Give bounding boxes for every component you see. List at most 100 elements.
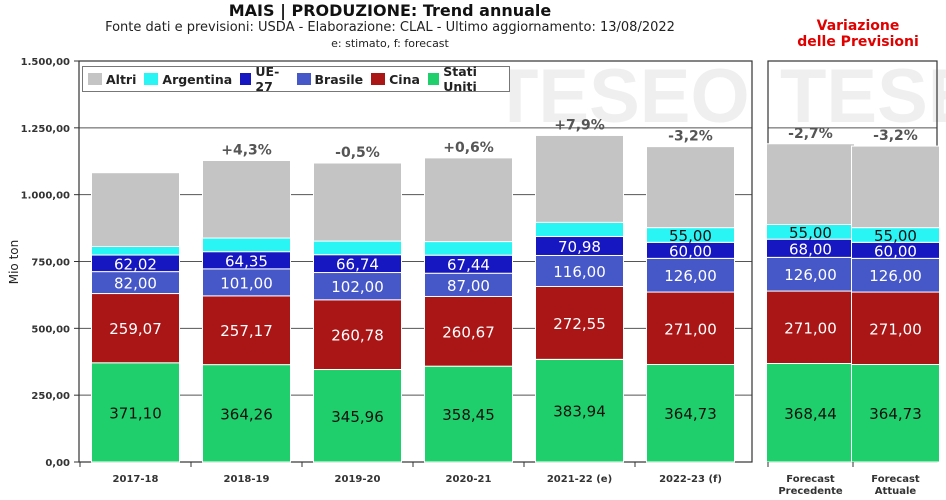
legend-label: Argentina (162, 71, 233, 87)
y-tick-label: 0,00 (45, 458, 70, 469)
legend-swatch (296, 73, 311, 85)
data-label: 383,94 (553, 403, 606, 421)
data-label: 345,96 (331, 408, 384, 426)
data-label: 60,00 (669, 242, 712, 260)
variation-label: -0,5% (335, 145, 380, 161)
legend-item: Argentina (144, 72, 232, 87)
data-label: 82,00 (114, 275, 157, 293)
y-tick-label: 500,00 (31, 324, 70, 335)
bar-segment (91, 245, 180, 256)
x-tick-label: Attuale (875, 486, 917, 497)
bar-segment (851, 291, 940, 365)
data-label: 67,44 (447, 256, 490, 274)
data-label: 260,78 (331, 327, 384, 345)
x-tick-label: Forecast (786, 474, 835, 485)
data-label: 271,00 (664, 320, 717, 338)
y-tick-label: 1.500,00 (21, 57, 70, 68)
bar-segment (313, 272, 402, 301)
legend-item: Cina (371, 72, 420, 87)
data-label: 260,67 (442, 323, 495, 341)
legend-item: Stati Uniti (427, 64, 501, 94)
chart-title: MAIS | PRODUZIONE: Trend annuale (228, 1, 552, 20)
legend-label: Stati Uniti (443, 64, 477, 94)
legend-swatch (88, 73, 102, 85)
data-label: 55,00 (874, 227, 917, 245)
data-label: 64,35 (225, 252, 268, 270)
legend-item: Brasile (296, 71, 364, 87)
bar-segment (202, 160, 291, 239)
bar-segment (91, 172, 180, 247)
y-tick-label: 1.250,00 (21, 124, 70, 135)
x-tick-label: 2019-20 (335, 474, 381, 485)
legend-label: UE-27 (255, 64, 280, 94)
legend-item: Altri (88, 72, 136, 87)
legend-swatch (427, 73, 440, 85)
data-label: 66,74 (336, 256, 379, 274)
bar-segment (766, 143, 855, 225)
data-label: 101,00 (220, 274, 273, 292)
data-label: 55,00 (669, 227, 712, 245)
bar-segment (851, 145, 940, 229)
data-label: 271,00 (869, 320, 922, 338)
variation-label: +7,9% (554, 117, 605, 133)
variation-label: +4,3% (221, 143, 272, 159)
bar-segment (766, 363, 855, 463)
bar-segment (91, 293, 180, 364)
data-label: 371,10 (109, 404, 162, 422)
data-label: 271,00 (784, 319, 837, 337)
x-tick-label: 2021-22 (e) (547, 474, 612, 485)
data-label: 87,00 (447, 277, 490, 295)
variation-label: -3,2% (668, 129, 713, 145)
x-tick-label: Forecast (871, 474, 920, 485)
bar-segment (766, 290, 855, 365)
bar-segment (424, 295, 513, 367)
y-tick-label: 1.000,00 (21, 191, 70, 202)
y-tick-label: 750,00 (31, 258, 70, 269)
side-title-line1: Variazione (816, 18, 900, 34)
bar-segment (313, 369, 402, 463)
legend-label: Cina (389, 71, 420, 87)
legend-item: UE-27 (240, 64, 288, 94)
data-label: 68,00 (789, 240, 832, 258)
bar-segment (646, 363, 735, 463)
bar-segment (424, 241, 513, 256)
bar-segment (646, 291, 735, 365)
bar-segment (535, 221, 624, 238)
data-label: 102,00 (331, 278, 384, 296)
data-label: 364,26 (220, 405, 273, 423)
legend-swatch (240, 73, 252, 85)
data-label: 126,00 (664, 267, 717, 285)
side-panel-title: Variazione delle Previsioni (770, 18, 946, 50)
data-label: 126,00 (869, 267, 922, 285)
bar-segment (851, 363, 940, 463)
variation-label: -2,7% (788, 126, 833, 142)
data-label: 257,17 (220, 322, 273, 340)
x-tick-label: 2018-19 (224, 474, 270, 485)
data-label: 364,73 (664, 405, 717, 423)
chart-legend: Altri Argentina UE-27 Brasile Cina Stati Unit… (82, 64, 510, 94)
data-label: 272,55 (553, 315, 606, 333)
variation-label: -3,2% (873, 128, 918, 144)
legend-label: Brasile (314, 71, 364, 87)
bar-segment (202, 237, 291, 253)
bar-segment (646, 146, 735, 229)
data-label: 358,45 (442, 406, 495, 424)
x-tick-label: 2020-21 (446, 474, 492, 485)
bar-segment (535, 134, 624, 223)
legend-swatch (144, 73, 159, 85)
side-title-line2: delle Previsioni (797, 34, 919, 50)
chart-note: e: stimato, f: forecast (331, 37, 449, 50)
data-label: 259,07 (109, 320, 162, 338)
bar-segment (851, 257, 940, 293)
x-tick-label: 2017-18 (113, 474, 159, 485)
variation-label: +0,6% (443, 140, 494, 156)
bar-segment (91, 362, 180, 463)
x-tick-label: 2022-23 (f) (659, 474, 722, 485)
y-tick-label: 250,00 (31, 391, 70, 402)
data-label: 368,44 (784, 405, 837, 423)
legend-label: Altri (106, 71, 137, 87)
chart-subtitle: Fonte dati e previsioni: USDA - Elaboraz… (105, 20, 675, 35)
data-label: 62,02 (114, 255, 157, 273)
data-label: 60,00 (874, 242, 917, 260)
